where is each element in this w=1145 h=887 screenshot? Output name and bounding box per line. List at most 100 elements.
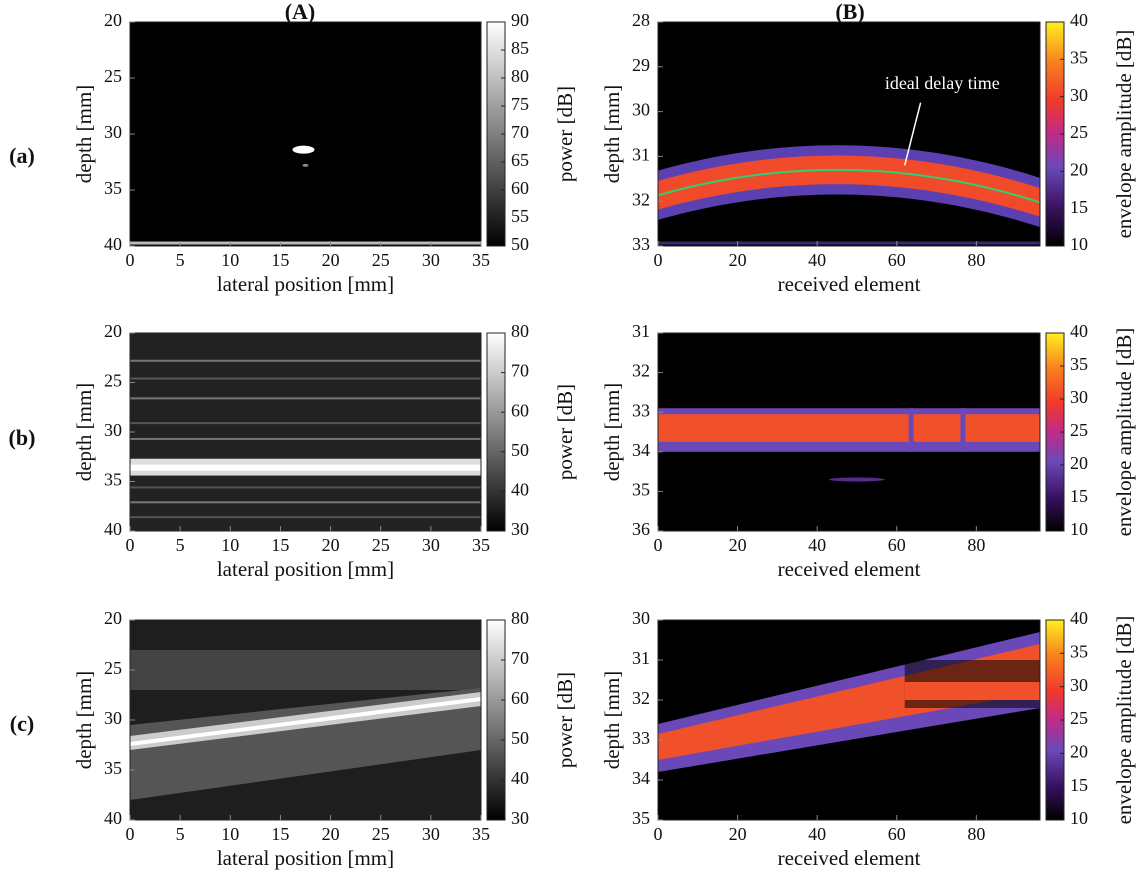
y-tick-label: 34 (632, 768, 650, 788)
y-tick-label: 35 (104, 178, 122, 198)
colorbar-tick-label: 60 (511, 178, 529, 198)
image-feature (130, 397, 481, 400)
y-tick-label: 32 (632, 189, 650, 209)
plot-image (658, 333, 1040, 531)
colorbar-label: power [dB] (553, 86, 577, 182)
y-tick-label: 33 (632, 234, 650, 254)
colorbar-tick-label: 60 (511, 688, 529, 708)
x-axis-label: lateral position [mm] (217, 846, 394, 870)
y-tick-label: 36 (632, 519, 650, 539)
image-feature (130, 437, 481, 440)
image-feature (130, 359, 481, 362)
colorbar-tick-label: 30 (1070, 387, 1088, 407)
colorbar-tick-label: 20 (1070, 741, 1088, 761)
plot-image (658, 620, 1040, 820)
image-feature (658, 414, 1040, 442)
colorbar-tick-label: 35 (1070, 47, 1088, 67)
axes-frame (657, 332, 1041, 532)
x-tick-label: 5 (176, 824, 185, 844)
image-feature (658, 168, 1040, 204)
image-feature (658, 155, 1040, 217)
image-feature (130, 422, 481, 425)
colorbar-label: power [dB] (553, 384, 577, 480)
x-tick-label: 20 (729, 250, 747, 270)
image-feature (292, 145, 315, 154)
x-tick-label: 15 (271, 250, 289, 270)
colorbar-tick-label: 40 (1070, 10, 1088, 30)
x-tick-label: 10 (221, 535, 239, 555)
image-feature (130, 333, 481, 531)
x-tick-label: 40 (808, 535, 826, 555)
colorbar-tick-label: 10 (1070, 234, 1088, 254)
x-tick-label: 10 (221, 824, 239, 844)
annotation-arrow (903, 102, 922, 166)
plot-image (130, 22, 481, 246)
y-tick-label: 31 (632, 648, 650, 668)
y-tick-label: 29 (632, 55, 650, 75)
column-label: (B) (835, 0, 864, 24)
colorbar-tick-label: 30 (1070, 85, 1088, 105)
x-tick-label: 5 (176, 535, 185, 555)
colorbar-tick-label: 35 (1070, 641, 1088, 661)
colorbar (486, 332, 506, 532)
colorbar-tick-label: 30 (511, 808, 529, 828)
row-label: (c) (10, 711, 34, 736)
colorbar-tick-label: 50 (511, 234, 529, 254)
y-tick-label: 33 (632, 728, 650, 748)
colorbar-tick-label: 40 (1070, 321, 1088, 341)
colorbar-tick-label: 40 (511, 768, 529, 788)
x-tick-label: 0 (654, 250, 663, 270)
x-tick-label: 40 (808, 250, 826, 270)
y-tick-label: 40 (104, 234, 122, 254)
x-tick-label: 20 (322, 250, 340, 270)
colorbar-tick-label: 40 (1070, 608, 1088, 628)
x-axis-label: lateral position [mm] (217, 272, 394, 296)
y-tick-label: 35 (632, 480, 650, 500)
colorbar-tick-label: 20 (1070, 159, 1088, 179)
colorbar-tick-label: 40 (511, 480, 529, 500)
y-tick-label: 30 (104, 708, 122, 728)
y-axis-label: depth [mm] (72, 671, 96, 770)
image-feature (908, 408, 914, 452)
x-tick-label: 35 (472, 250, 490, 270)
image-feature (130, 241, 481, 245)
y-tick-label: 28 (632, 10, 650, 30)
y-tick-label: 30 (104, 122, 122, 142)
y-axis-label: depth [mm] (600, 383, 624, 482)
image-background (130, 22, 481, 246)
y-axis-label: depth [mm] (600, 85, 624, 184)
annotation: ideal delay time (885, 73, 1000, 93)
colorbar-tick-label: 10 (1070, 519, 1088, 539)
colorbar-tick-label: 25 (1070, 708, 1088, 728)
x-tick-label: 0 (126, 535, 135, 555)
image-feature (302, 163, 309, 167)
x-tick-label: 35 (472, 824, 490, 844)
image-feature (130, 516, 481, 519)
colorbar (486, 619, 506, 821)
image-feature (130, 464, 481, 471)
x-tick-label: 0 (126, 250, 135, 270)
x-tick-label: 60 (888, 250, 906, 270)
colorbar-tick-label: 55 (511, 206, 529, 226)
y-tick-label: 31 (632, 145, 650, 165)
y-tick-label: 25 (104, 66, 122, 86)
y-tick-label: 20 (104, 10, 122, 30)
y-tick-label: 35 (104, 758, 122, 778)
x-tick-label: 25 (372, 824, 390, 844)
x-tick-label: 25 (372, 250, 390, 270)
image-background (658, 22, 1040, 246)
plot-image (130, 333, 481, 531)
axes-frame (657, 21, 1041, 247)
y-tick-label: 31 (632, 321, 650, 341)
colorbar-label: envelope amplitude [dB] (1112, 30, 1136, 239)
x-axis-label: received element (778, 557, 921, 581)
y-tick-label: 33 (632, 400, 650, 420)
colorbar-tick-label: 25 (1070, 122, 1088, 142)
image-feature (130, 650, 481, 690)
x-axis-label: received element (778, 272, 921, 296)
colorbar-tick-label: 50 (511, 728, 529, 748)
x-tick-label: 20 (322, 824, 340, 844)
x-tick-label: 60 (888, 824, 906, 844)
colorbar-tick-label: 70 (511, 122, 529, 142)
colorbar-tick-label: 75 (511, 94, 529, 114)
